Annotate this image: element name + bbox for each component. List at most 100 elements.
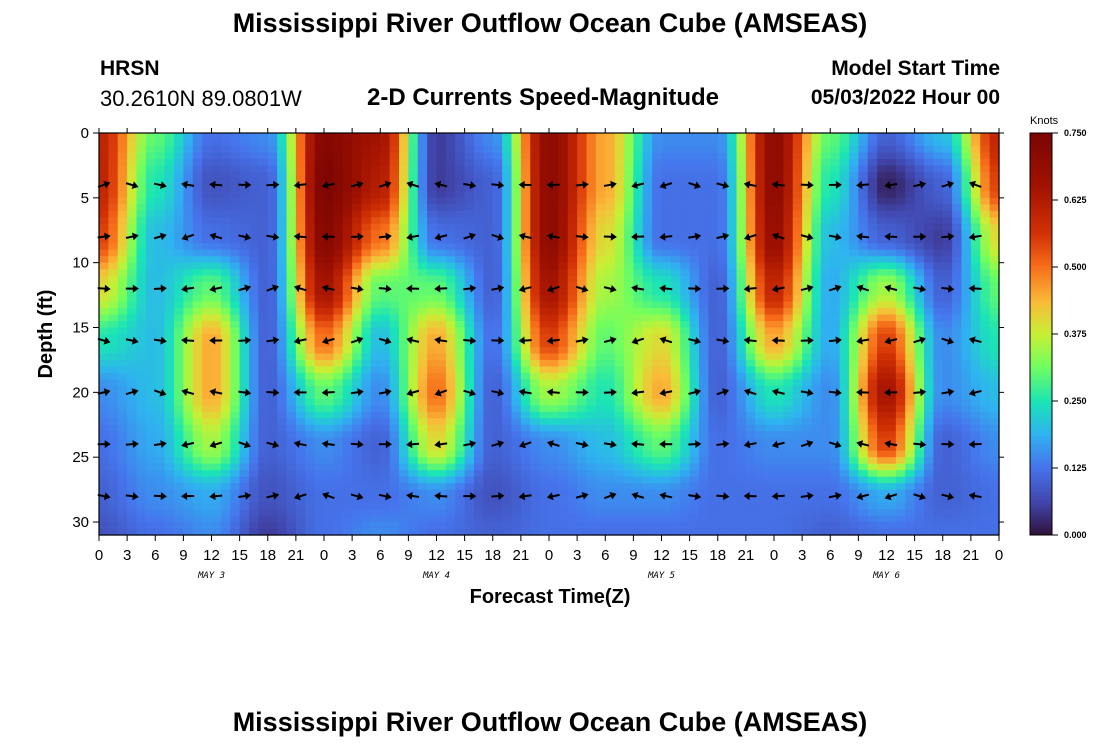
heatmap-cell bbox=[286, 230, 297, 238]
heatmap-cell bbox=[117, 372, 128, 380]
heatmap-cell bbox=[520, 405, 531, 413]
heatmap-cell bbox=[783, 269, 794, 277]
heatmap-cell bbox=[249, 152, 259, 160]
heatmap-cell bbox=[164, 476, 175, 484]
heatmap-cell bbox=[483, 470, 494, 478]
heatmap-cell bbox=[324, 522, 334, 530]
heatmap-cell bbox=[239, 191, 250, 199]
heatmap-cell bbox=[680, 463, 691, 471]
heatmap-cell bbox=[164, 145, 175, 154]
heatmap-cell bbox=[614, 515, 625, 523]
heatmap-cell bbox=[699, 483, 709, 491]
heatmap-cell bbox=[811, 269, 822, 277]
heatmap-cell bbox=[445, 282, 456, 290]
heatmap-cell bbox=[764, 405, 775, 413]
heatmap-cell bbox=[605, 217, 616, 225]
heatmap-cell bbox=[811, 133, 822, 141]
heatmap-cell bbox=[361, 483, 372, 491]
heatmap-cell bbox=[764, 489, 775, 497]
heatmap-cell bbox=[502, 275, 513, 283]
heatmap-cell bbox=[183, 509, 194, 517]
heatmap-cell bbox=[370, 249, 381, 257]
heatmap-cell bbox=[520, 340, 531, 348]
heatmap-cell bbox=[595, 392, 606, 400]
heatmap-cell bbox=[483, 379, 494, 387]
heatmap-cell bbox=[164, 288, 175, 296]
heatmap-cell bbox=[192, 282, 203, 290]
heatmap-cell bbox=[511, 424, 522, 432]
heatmap-cell bbox=[717, 496, 728, 504]
heatmap-cell bbox=[820, 210, 831, 218]
heatmap-cell bbox=[220, 489, 231, 497]
heatmap-cell bbox=[286, 405, 297, 413]
heatmap-cell bbox=[539, 288, 550, 296]
heatmap-cell bbox=[417, 197, 428, 205]
heatmap-cell bbox=[736, 282, 747, 290]
heatmap-cell bbox=[727, 321, 738, 329]
heatmap-cell bbox=[220, 437, 231, 445]
heatmap-cell bbox=[633, 133, 644, 141]
heatmap-cell bbox=[314, 197, 325, 205]
heatmap-cell bbox=[389, 288, 400, 296]
heatmap-cell bbox=[427, 366, 438, 374]
heatmap-cell bbox=[211, 437, 222, 445]
heatmap-cell bbox=[342, 301, 353, 309]
heatmap-cell bbox=[492, 424, 503, 432]
heatmap-cell bbox=[183, 372, 194, 380]
heatmap-cell bbox=[792, 133, 803, 141]
heatmap-cell bbox=[239, 269, 250, 277]
heatmap-cell bbox=[258, 476, 269, 484]
heatmap-cell bbox=[736, 204, 747, 212]
heatmap-cell bbox=[577, 301, 588, 309]
heatmap-cell bbox=[408, 139, 419, 147]
heatmap-cell bbox=[277, 334, 288, 342]
heatmap-cell bbox=[267, 133, 278, 141]
heatmap-cell bbox=[211, 405, 222, 413]
heatmap-cell bbox=[849, 204, 859, 212]
heatmap-cell bbox=[520, 366, 531, 374]
heatmap-cell bbox=[670, 509, 681, 517]
heatmap-cell bbox=[417, 437, 428, 445]
heatmap-cell bbox=[708, 457, 719, 465]
heatmap-cell bbox=[736, 496, 747, 504]
heatmap-cell bbox=[99, 334, 109, 342]
heatmap-cell bbox=[605, 262, 616, 270]
heatmap-cell bbox=[474, 528, 484, 536]
heatmap-cell bbox=[267, 158, 278, 167]
heatmap-cell bbox=[774, 476, 784, 484]
heatmap-cell bbox=[127, 522, 138, 530]
heatmap-cell bbox=[220, 230, 231, 238]
heatmap-cell bbox=[736, 483, 747, 491]
heatmap-cell bbox=[689, 457, 700, 465]
heatmap-cell bbox=[211, 145, 222, 154]
heatmap-cell bbox=[661, 450, 672, 458]
heatmap-cell bbox=[342, 139, 353, 147]
heatmap-cell bbox=[145, 288, 156, 296]
heatmap-cell bbox=[370, 489, 381, 497]
heatmap-cell bbox=[680, 418, 691, 426]
heatmap-cell bbox=[249, 372, 259, 380]
heatmap-cell bbox=[689, 249, 700, 257]
heatmap-cell bbox=[267, 340, 278, 348]
heatmap-cell bbox=[399, 152, 409, 160]
heatmap-cell bbox=[652, 340, 663, 348]
heatmap-cell bbox=[342, 256, 353, 264]
heatmap-cell bbox=[220, 359, 231, 368]
heatmap-cell bbox=[220, 502, 231, 510]
heatmap-cell bbox=[155, 411, 166, 419]
heatmap-cell bbox=[530, 418, 541, 426]
heatmap-cell bbox=[380, 444, 391, 452]
heatmap-cell bbox=[567, 470, 578, 478]
heatmap-cell bbox=[549, 269, 559, 277]
heatmap-cell bbox=[492, 158, 503, 167]
heatmap-cell bbox=[774, 145, 784, 154]
heatmap-cell bbox=[230, 197, 241, 205]
heatmap-cell bbox=[511, 457, 522, 465]
heatmap-cell bbox=[164, 191, 175, 199]
heatmap-cell bbox=[267, 483, 278, 491]
heatmap-cell bbox=[558, 431, 569, 439]
heatmap-cell bbox=[502, 321, 513, 329]
heatmap-cell bbox=[464, 522, 475, 530]
heatmap-cell bbox=[577, 178, 588, 186]
heatmap-cell bbox=[783, 165, 794, 173]
